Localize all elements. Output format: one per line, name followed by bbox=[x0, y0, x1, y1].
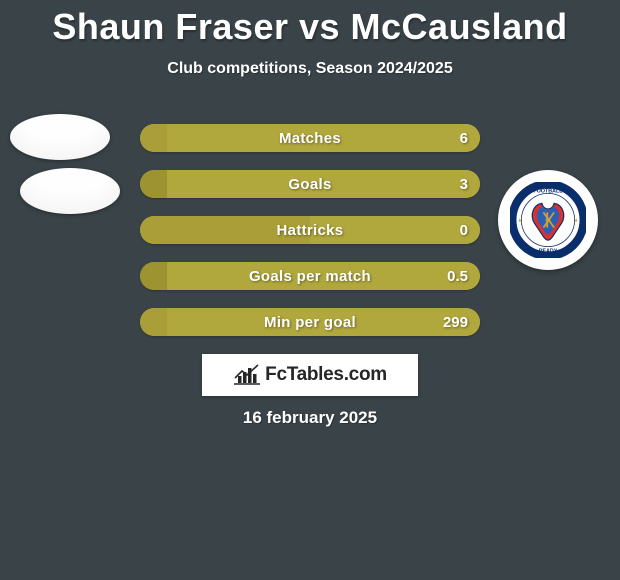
stat-bar: Hattricks0 bbox=[140, 216, 480, 244]
subtitle: Club competitions, Season 2024/2025 bbox=[0, 60, 620, 78]
bar-value-right: 3 bbox=[460, 170, 468, 198]
bar-value-right: 6 bbox=[460, 124, 468, 152]
svg-text:FOOTBALL: FOOTBALL bbox=[534, 189, 564, 195]
bar-label: Min per goal bbox=[140, 308, 480, 336]
stat-bar: Min per goal299 bbox=[140, 308, 480, 336]
bar-chart-icon bbox=[233, 364, 261, 386]
stat-bar: Matches6 bbox=[140, 124, 480, 152]
stat-bar: Goals per match0.5 bbox=[140, 262, 480, 290]
snapshot-date: 16 february 2025 bbox=[0, 408, 620, 428]
page-title: Shaun Fraser vs McCausland bbox=[0, 0, 620, 48]
fctables-logo: FcTables.com bbox=[202, 354, 418, 396]
bar-label: Goals bbox=[140, 170, 480, 198]
stat-bars: Matches6Goals3Hattricks0Goals per match0… bbox=[140, 124, 480, 354]
bar-label: Hattricks bbox=[140, 216, 480, 244]
bar-value-right: 0.5 bbox=[447, 262, 468, 290]
player1-avatar-placeholder bbox=[10, 114, 110, 160]
player2-club-badge: FOOTBALL READY bbox=[498, 170, 598, 270]
rangers-badge-icon: FOOTBALL READY bbox=[510, 182, 586, 258]
logo-text: FcTables.com bbox=[265, 364, 387, 386]
svg-text:READY: READY bbox=[539, 249, 558, 255]
bar-value-right: 299 bbox=[443, 308, 468, 336]
bar-label: Goals per match bbox=[140, 262, 480, 290]
bar-value-right: 0 bbox=[460, 216, 468, 244]
bar-label: Matches bbox=[140, 124, 480, 152]
stat-bar: Goals3 bbox=[140, 170, 480, 198]
player1-club-placeholder bbox=[20, 168, 120, 214]
